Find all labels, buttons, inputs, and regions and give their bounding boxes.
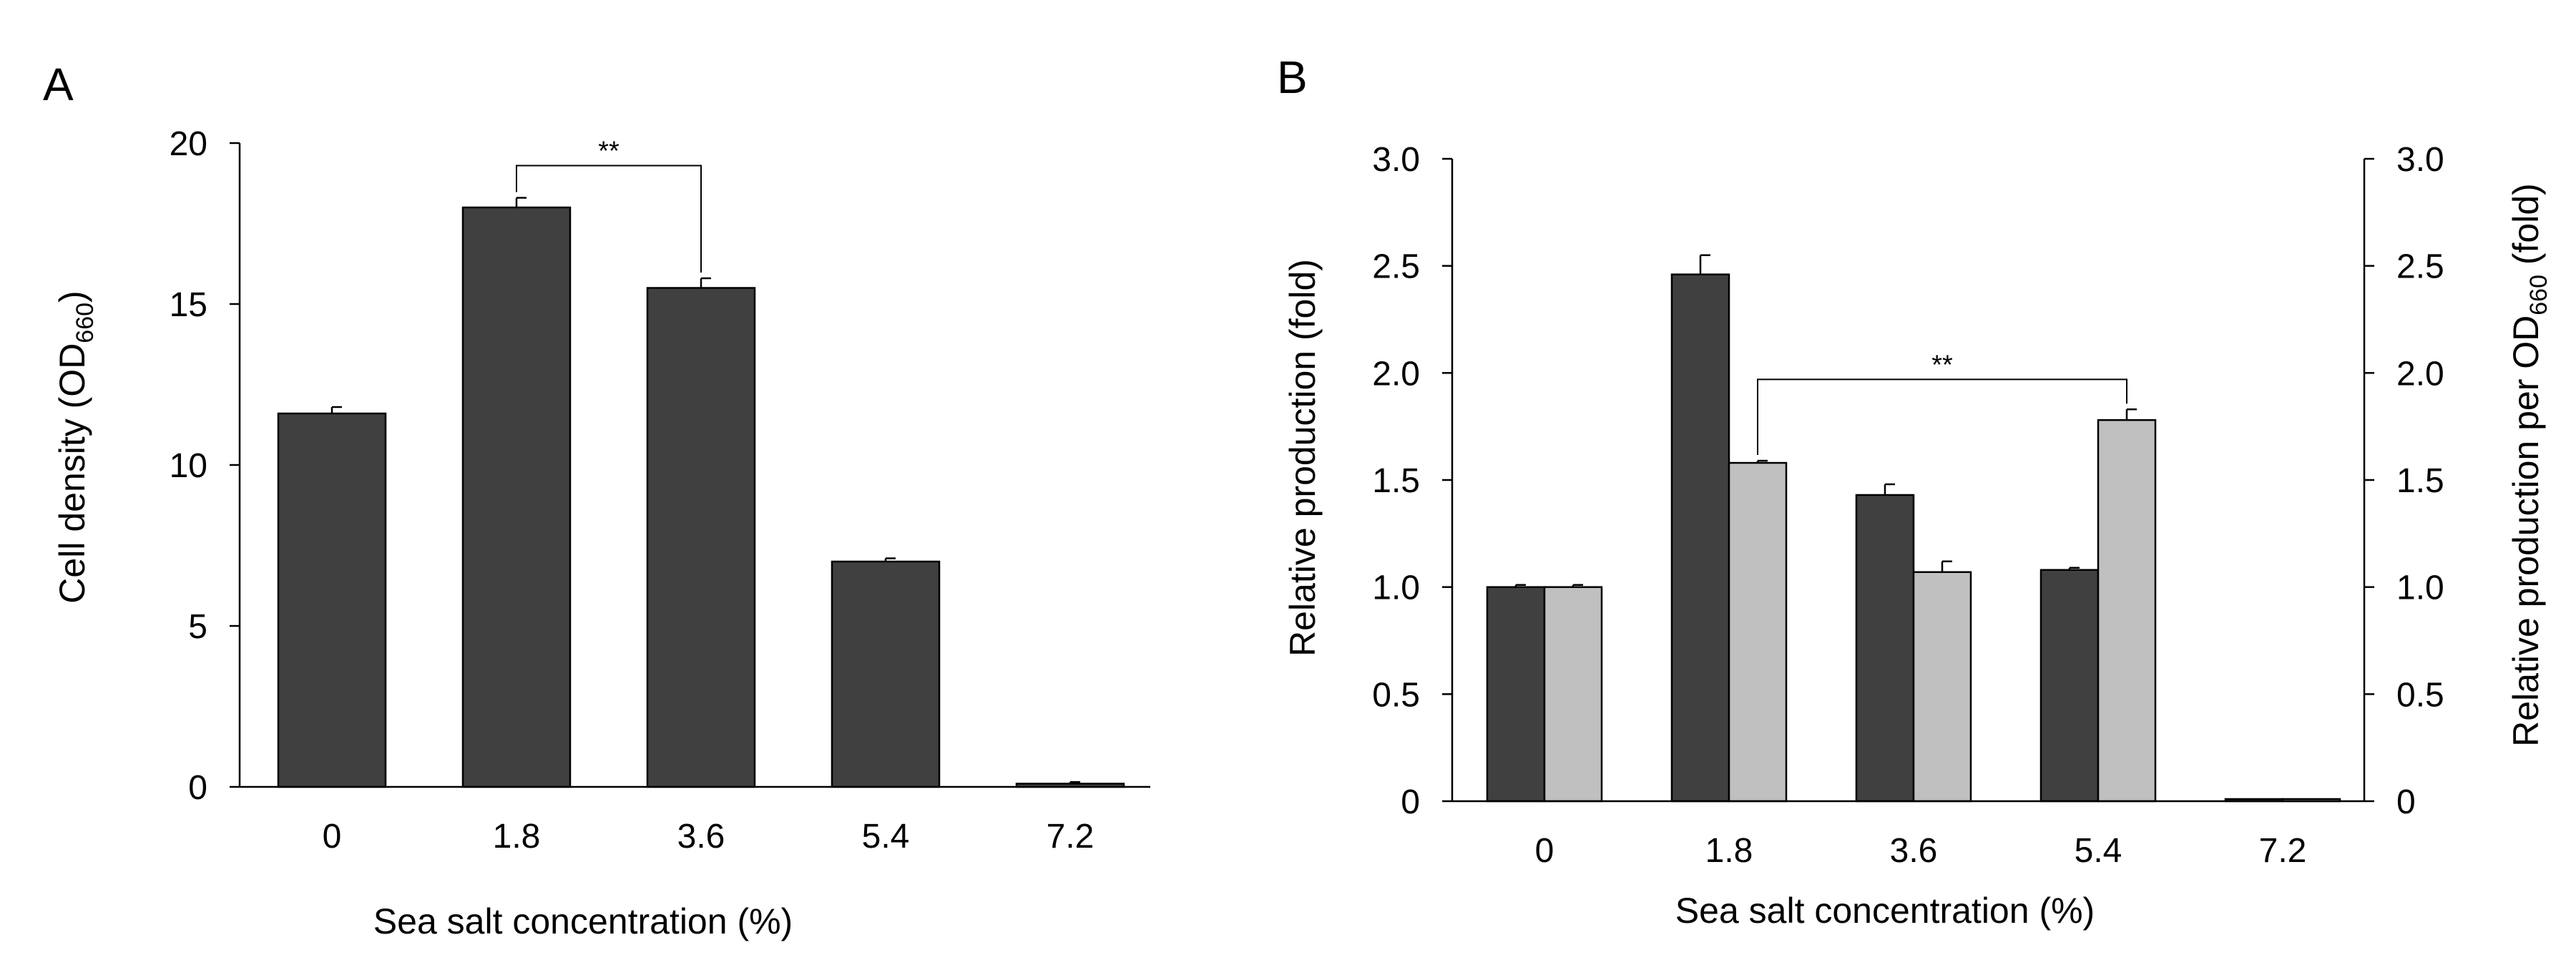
panel-a-x-tick-label-1.8: 1.8 xyxy=(493,818,541,856)
panel-b-x-tick-label-1.8: 1.8 xyxy=(1705,832,1753,870)
panel-b-right-y-tick-label: 0.5 xyxy=(2396,676,2444,714)
panel-b-right-y-tick-label: 0 xyxy=(2396,783,2416,821)
panel-a-y-tick-label: 5 xyxy=(188,608,207,646)
panel-b-y-tick-label: 1.5 xyxy=(1372,462,1420,500)
panel-a-bar-s0-0 xyxy=(277,412,387,788)
panel-a-y-label-subscript: 660 xyxy=(72,303,99,343)
panel-a-bars xyxy=(277,206,1125,788)
panel-a-x-tick-label-5.4: 5.4 xyxy=(862,818,910,856)
panel-b-bars xyxy=(1486,273,2341,803)
panel-b: B ** 0 0.5 1.0 1.5 2.0 2.5 3.0 0 0.5 1.0 1.5 2.0 2.… xyxy=(1277,52,2552,931)
panel-b-x-axis-label: Sea salt concentration (%) xyxy=(1675,891,2095,931)
panel-a-y-tick-label: 20 xyxy=(170,125,207,163)
panel-b-x-tick-label-3.6: 3.6 xyxy=(1890,832,1938,870)
panel-b-right-y-tick-label: 2.5 xyxy=(2396,248,2444,286)
panel-a-y-tick-label: 10 xyxy=(170,447,207,485)
panel-b-x-tick-label-0: 0 xyxy=(1535,832,1554,870)
panel-b-bar-s0-1.8 xyxy=(1670,273,1730,803)
panel-b-x-tick-label-5.4: 5.4 xyxy=(2075,832,2122,870)
panel-a-significance-label: ** xyxy=(598,137,619,167)
panel-b-y-tick-label: 3.0 xyxy=(1372,141,1420,179)
panel-a-y-axis-label: Cell density (OD660) xyxy=(52,290,99,603)
panel-b-bar-s0-0 xyxy=(1486,586,1546,803)
panel-b-label: B xyxy=(1277,52,1308,103)
panel-a-y-tick-label: 15 xyxy=(170,286,207,324)
panel-a-y-label-suffix: ) xyxy=(52,290,92,303)
panel-a-y-label-main: Cell density (OD xyxy=(52,343,92,604)
panel-a-bar-s0-1.8 xyxy=(461,206,572,788)
panel-a-x-tick-label-7.2: 7.2 xyxy=(1047,818,1094,856)
panel-a-x-tick-label-3.6: 3.6 xyxy=(677,818,725,856)
panel-b-right-y-label-subscript: 660 xyxy=(2525,275,2552,315)
panel-b-bar-s1-0 xyxy=(1543,586,1603,803)
panel-a-y-tick-label: 0 xyxy=(188,769,207,807)
panel-b-bar-s1-3.6 xyxy=(1912,571,1972,803)
panel-a: A ** 0 5 10 15 20 0 1.8 3.6 5.4 7.2 Sea salt con… xyxy=(43,59,1150,941)
panel-b-bar-s0-5.4 xyxy=(2039,569,2100,803)
panel-b-y-tick-label: 2.0 xyxy=(1372,355,1420,393)
panel-b-right-y-label-suffix: (fold) xyxy=(2506,183,2546,275)
panel-b-significance-bracket xyxy=(1757,378,2127,456)
panel-a-significance: ** xyxy=(516,137,702,273)
panel-a-bar-s0-5.4 xyxy=(831,560,941,788)
panel-b-bar-s1-1.8 xyxy=(1728,461,1788,803)
panel-a-label: A xyxy=(43,59,74,110)
panel-b-right-y-tick-label: 1.5 xyxy=(2396,462,2444,500)
panel-b-right-y-tick-label: 2.0 xyxy=(2396,355,2444,393)
panel-b-right-y-label-main: Relative production per OD xyxy=(2506,315,2546,747)
panel-b-left-y-axis-label: Relative production (fold) xyxy=(1283,259,1323,657)
panel-b-y-tick-label: 0 xyxy=(1401,783,1420,821)
panel-a-x-axis-label: Sea salt concentration (%) xyxy=(373,901,793,941)
panel-b-x-tick-labels: 0 1.8 3.6 5.4 7.2 xyxy=(1535,832,2307,870)
panel-b-error-bars xyxy=(1514,254,2137,587)
panel-b-left-y-ticks: 0 0.5 1.0 1.5 2.0 2.5 3.0 xyxy=(1372,141,1452,821)
panel-a-bar-s0-3.6 xyxy=(646,287,756,788)
panel-b-right-y-tick-label: 3.0 xyxy=(2396,141,2444,179)
panel-a-significance-bracket xyxy=(516,165,702,273)
panel-b-right-y-ticks: 0 0.5 1.0 1.5 2.0 2.5 3.0 xyxy=(2364,141,2444,821)
panel-b-y-tick-label: 1.0 xyxy=(1372,569,1420,607)
panel-b-y-tick-label: 0.5 xyxy=(1372,676,1420,714)
panel-b-bar-s0-3.6 xyxy=(1855,494,1915,803)
panel-a-x-tick-label-0: 0 xyxy=(323,818,342,856)
panel-b-bar-s1-5.4 xyxy=(2097,418,2157,803)
panel-b-right-y-tick-label: 1.0 xyxy=(2396,569,2444,607)
panel-a-y-ticks: 0 5 10 15 20 xyxy=(170,125,240,807)
panel-b-significance: ** xyxy=(1757,350,2127,456)
panel-b-x-tick-label-7.2: 7.2 xyxy=(2259,832,2307,870)
panel-b-significance-label: ** xyxy=(1931,350,1953,380)
panel-b-right-y-axis-label: Relative production per OD660 (fold) xyxy=(2506,183,2552,747)
panel-a-x-tick-labels: 0 1.8 3.6 5.4 7.2 xyxy=(323,818,1094,856)
panel-a-error-bars xyxy=(330,197,1080,784)
panel-b-y-tick-label: 2.5 xyxy=(1372,248,1420,286)
